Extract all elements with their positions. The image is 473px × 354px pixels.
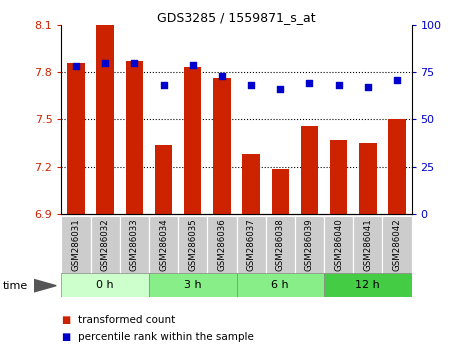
Bar [353, 216, 382, 274]
Polygon shape [34, 280, 56, 292]
Bar [126, 61, 143, 214]
Bar [242, 154, 260, 214]
Text: 6 h: 6 h [272, 280, 289, 290]
Point [247, 82, 255, 88]
Point [306, 81, 313, 86]
Title: GDS3285 / 1559871_s_at: GDS3285 / 1559871_s_at [157, 11, 316, 24]
Bar [96, 25, 114, 214]
Text: transformed count: transformed count [78, 315, 175, 325]
Text: ■: ■ [61, 315, 71, 325]
Bar [382, 216, 412, 274]
Point [160, 82, 167, 88]
Bar [330, 140, 347, 214]
Text: 0 h: 0 h [96, 280, 114, 290]
Bar [61, 216, 91, 274]
Text: GSM286037: GSM286037 [246, 218, 255, 271]
Text: GSM286031: GSM286031 [71, 218, 80, 271]
Text: GSM286038: GSM286038 [276, 218, 285, 271]
Text: 12 h: 12 h [355, 280, 380, 290]
Bar [236, 273, 324, 297]
Text: GSM286035: GSM286035 [188, 218, 197, 271]
Point [393, 77, 401, 82]
Bar [149, 216, 178, 274]
Point [218, 73, 226, 79]
Bar [149, 273, 236, 297]
Bar [155, 145, 172, 214]
Text: GSM286033: GSM286033 [130, 218, 139, 271]
Text: GSM286036: GSM286036 [218, 218, 227, 271]
Bar [236, 216, 266, 274]
Point [72, 64, 80, 69]
Bar [359, 143, 377, 214]
Text: percentile rank within the sample: percentile rank within the sample [78, 332, 254, 342]
Point [131, 60, 138, 65]
Bar [91, 216, 120, 274]
Point [276, 86, 284, 92]
Text: GSM286039: GSM286039 [305, 218, 314, 271]
Bar [207, 216, 236, 274]
Bar [184, 67, 201, 214]
Point [101, 60, 109, 65]
Bar [295, 216, 324, 274]
Text: GSM286040: GSM286040 [334, 218, 343, 271]
Bar [120, 216, 149, 274]
Bar [301, 126, 318, 214]
Text: ■: ■ [61, 332, 71, 342]
Text: 3 h: 3 h [184, 280, 201, 290]
Point [335, 82, 342, 88]
Bar [324, 273, 412, 297]
Bar [67, 63, 85, 214]
Text: GSM286034: GSM286034 [159, 218, 168, 271]
Point [364, 85, 372, 90]
Bar [388, 119, 406, 214]
Bar [266, 216, 295, 274]
Text: GSM286032: GSM286032 [101, 218, 110, 271]
Text: time: time [2, 281, 27, 291]
Text: GSM286041: GSM286041 [363, 218, 372, 271]
Bar [272, 169, 289, 214]
Bar [178, 216, 207, 274]
Point [189, 62, 197, 67]
Text: GSM286042: GSM286042 [393, 218, 402, 271]
Bar [61, 273, 149, 297]
Bar [324, 216, 353, 274]
Bar [213, 79, 231, 214]
